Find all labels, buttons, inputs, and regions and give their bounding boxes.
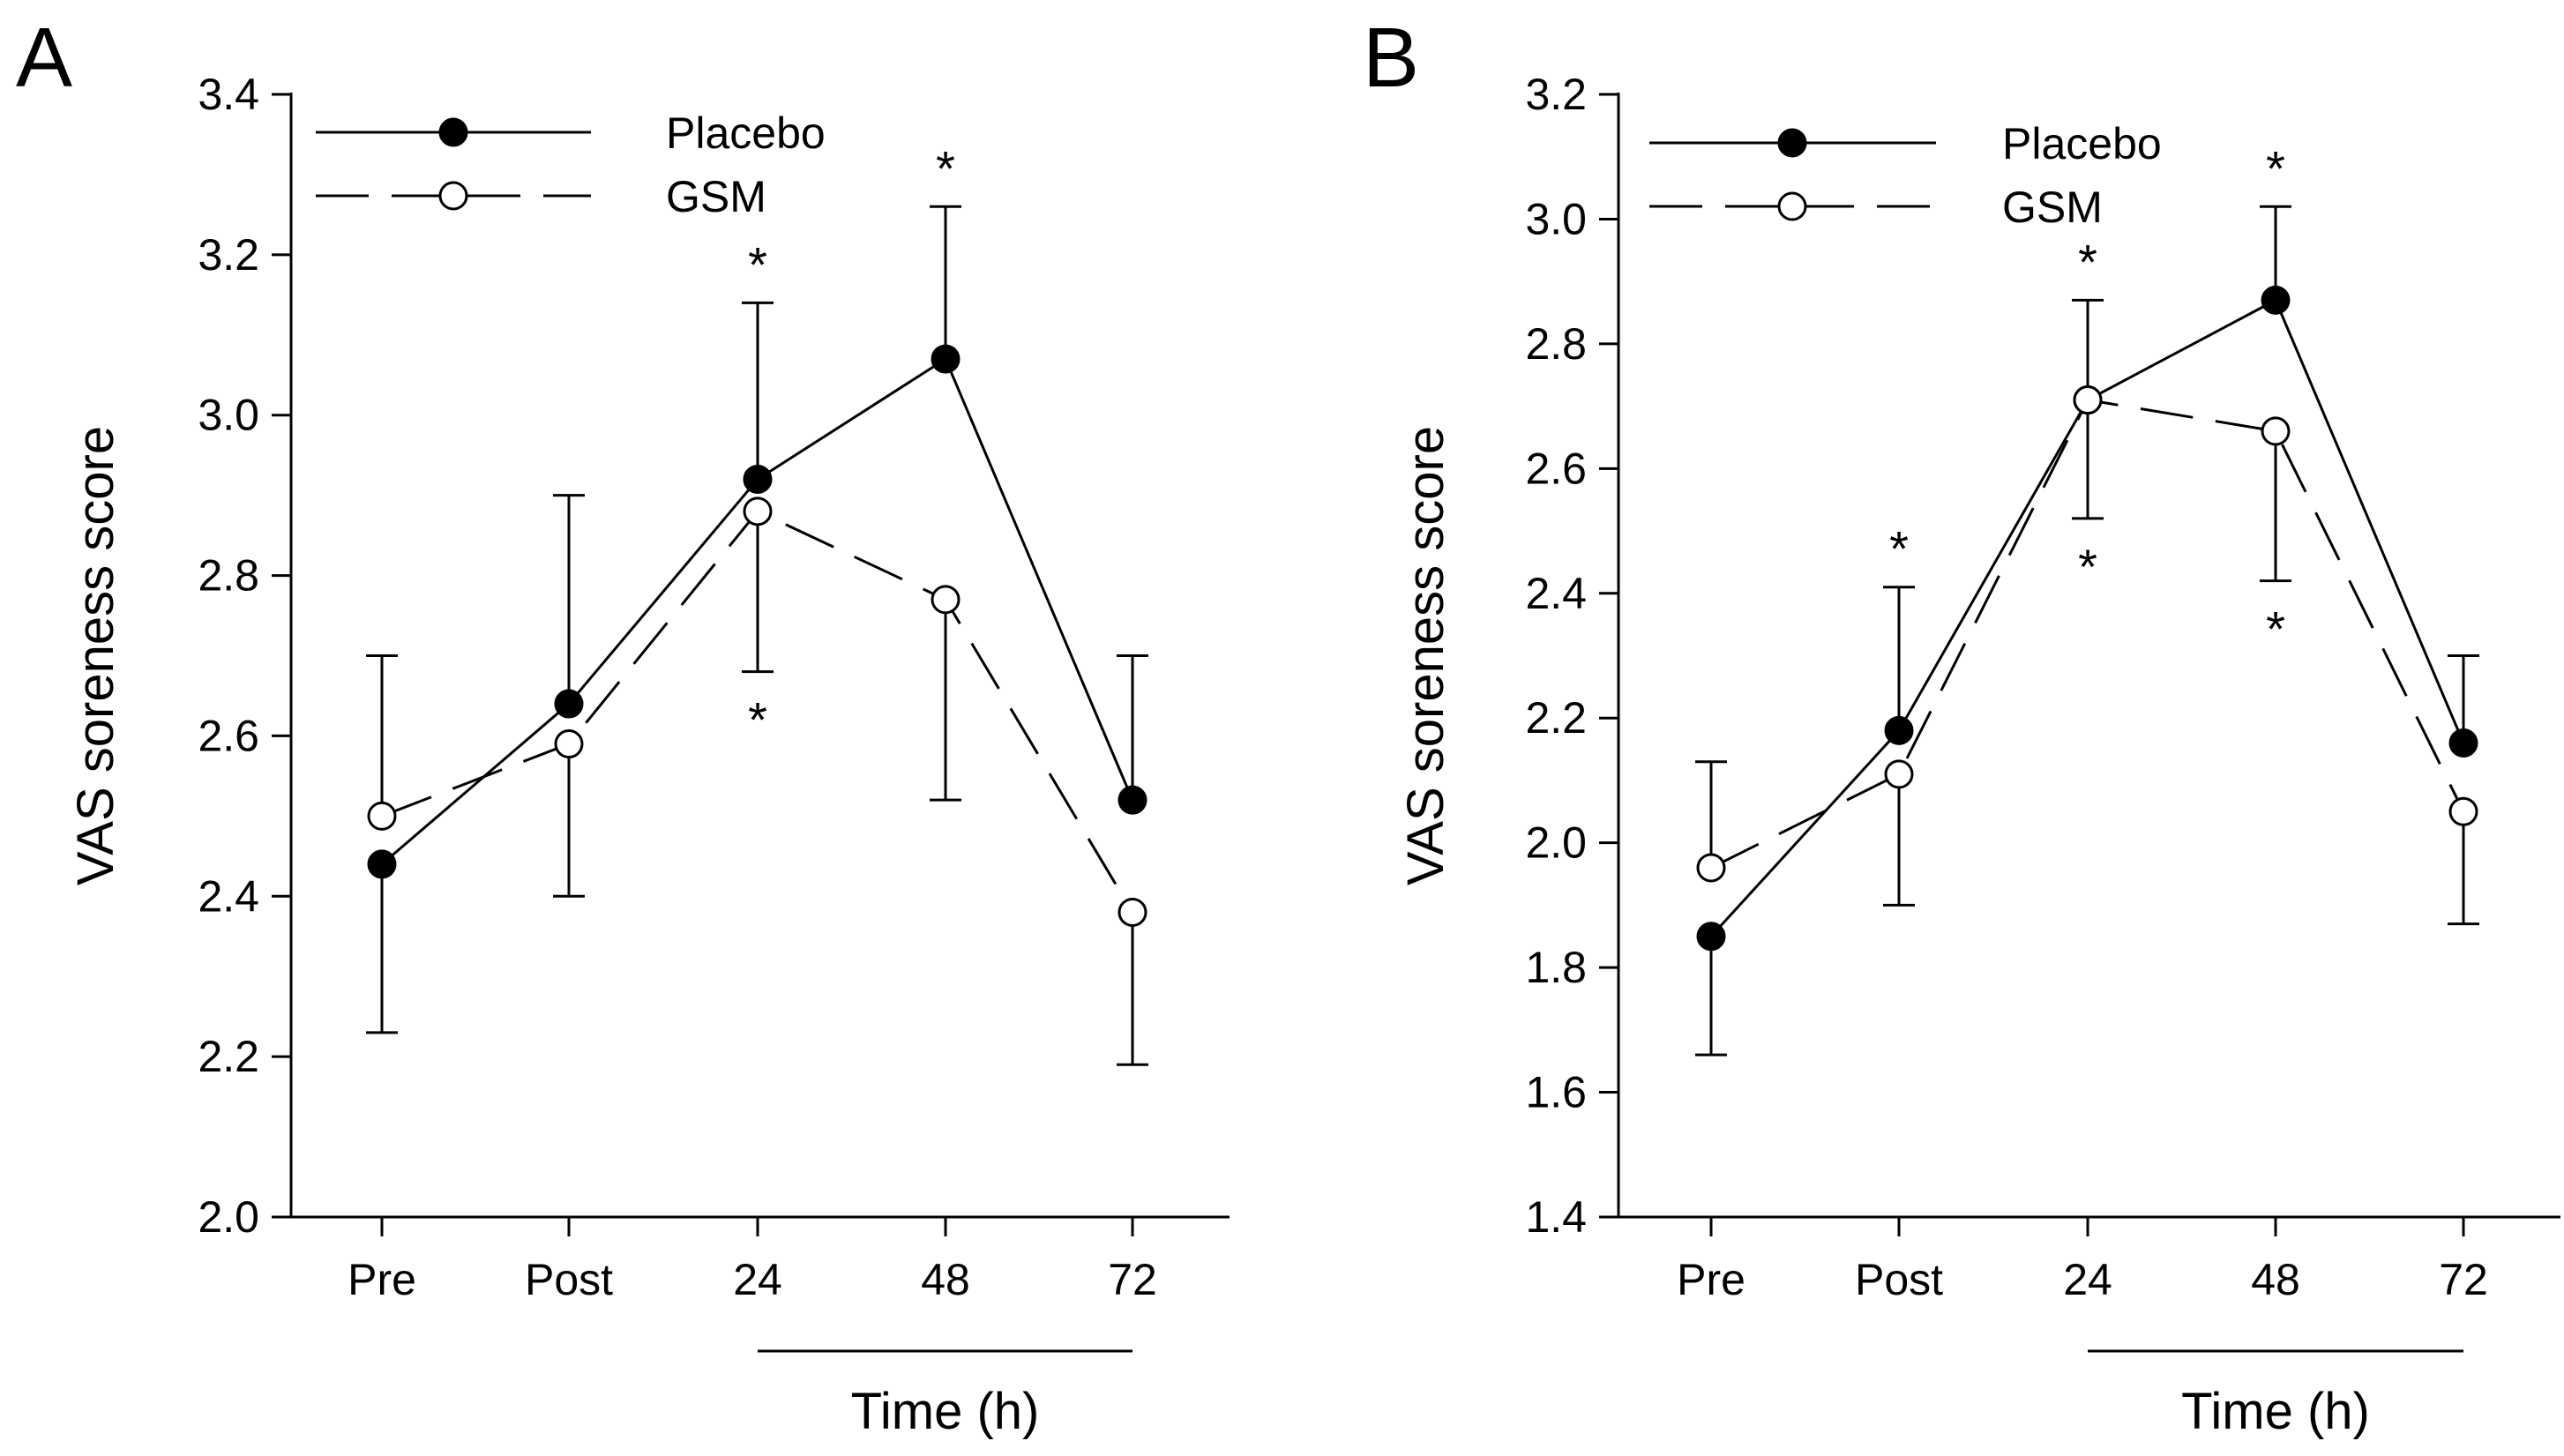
legend-marker-placebo [438,117,468,147]
significance-star: * [2078,539,2097,594]
data-point-gsm [1118,897,1147,927]
data-point-gsm [1696,853,1726,883]
data-point-placebo [367,849,397,879]
legend-marker-gsm [1777,191,1807,221]
significance-star: * [936,140,955,196]
y-tick-label: 2.0 [198,1192,259,1242]
legend-label-placebo: Placebo [666,108,826,158]
panel-b: B 1.4 1.6 1.8 2.0 2.2 2.4 2.6 2.8 3.0 3.2 Pre Post 24… [1363,11,2560,1440]
y-tick-label: 2.0 [1525,818,1587,868]
y-tick-label: 2.8 [198,551,259,601]
x-tick-label: 72 [1108,1255,1157,1304]
x-tick-label: 48 [2251,1255,2300,1304]
y-tick-label: 1.4 [1525,1192,1587,1242]
x-tick-label: 48 [921,1255,970,1304]
y-tick-label: 2.6 [198,711,259,760]
panel-a: A 2.0 2.2 2.4 2.6 2.8 3.0 3.2 3.4 Pre Post 24 48 72 VA… [16,11,1230,1440]
y-tick-label: 1.8 [1525,943,1587,992]
y-tick-label: 2.4 [198,871,259,921]
legend-label-gsm: GSM [666,172,766,221]
data-point-placebo [931,344,961,374]
data-point-placebo [554,689,584,719]
significance-star: * [748,236,767,292]
y-tick-label: 1.6 [1525,1068,1587,1117]
y-axis-title: VAS soreness score [67,426,124,885]
data-point-gsm [2261,416,2291,446]
data-point-gsm [1884,759,1914,789]
significance-star: * [2266,140,2285,196]
legend-label-placebo: Placebo [2002,119,2162,168]
y-tick-label: 2.8 [1525,319,1587,369]
significance-star: * [2266,601,2285,657]
y-tick-label: 2.4 [1525,569,1587,618]
y-tick-label: 3.2 [1525,70,1587,119]
x-tick-label: Pre [348,1255,416,1304]
panel-label: B [1363,11,1419,105]
significance-star: * [1889,521,1909,577]
data-point-gsm [554,729,584,759]
data-point-placebo [743,464,773,494]
y-tick-label: 2.6 [1525,444,1587,493]
data-point-gsm [743,497,773,526]
legend-label-gsm: GSM [2002,183,2103,232]
y-tick-label: 3.2 [198,230,259,280]
x-axis-title: Time (h) [851,1383,1040,1440]
y-tick-label: 3.0 [1525,194,1587,243]
y-axis-title: VAS soreness score [1397,426,1454,885]
legend-marker-placebo [1777,128,1807,158]
y-tick-label: 2.2 [198,1032,259,1081]
data-point-gsm [2073,385,2103,415]
data-point-placebo [1118,785,1147,815]
y-tick-label: 3.0 [198,391,259,440]
x-tick-label: 24 [733,1255,782,1304]
data-point-placebo [2448,728,2478,758]
x-tick-label: Pre [1677,1255,1745,1304]
data-point-gsm [367,801,397,831]
data-point-gsm [931,585,961,615]
x-axis-title: Time (h) [2181,1383,2370,1440]
y-tick-label: 2.2 [1525,693,1587,743]
data-point-gsm [2448,796,2478,826]
x-tick-label: 72 [2439,1255,2488,1304]
data-point-placebo [1696,922,1726,952]
significance-star: * [748,692,767,748]
legend-marker-gsm [438,181,468,211]
x-tick-label: Post [525,1255,613,1304]
x-tick-label: 24 [2063,1255,2112,1304]
significance-star: * [2078,234,2097,289]
data-point-placebo [2261,285,2291,315]
data-point-placebo [1884,715,1914,745]
y-tick-label: 3.4 [198,70,259,119]
panel-label: A [16,11,72,105]
x-tick-label: Post [1855,1255,1943,1304]
